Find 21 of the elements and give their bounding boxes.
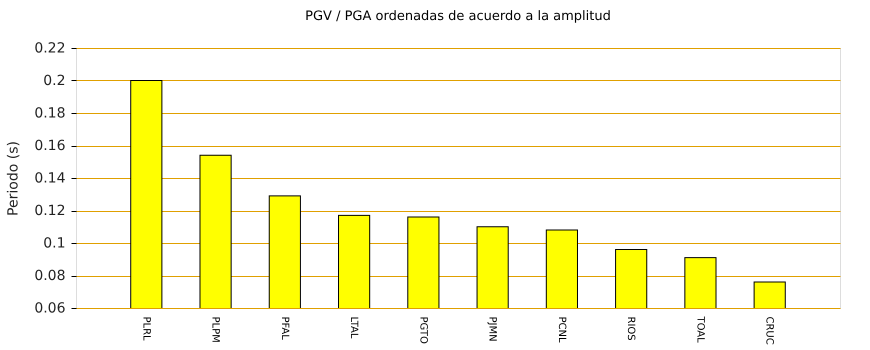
y-axis-title: Periodo (s) — [5, 141, 22, 216]
y-tick-label: 0.08 — [34, 268, 66, 284]
x-tick-label: LTAL — [348, 316, 360, 339]
y-tick-label: 0.16 — [34, 138, 66, 154]
x-tick-label: PLRL — [140, 316, 152, 342]
y-tick-label: 0.12 — [34, 203, 66, 219]
x-tick-label: TOAL — [694, 316, 706, 344]
x-tick-label: PLPM — [210, 316, 221, 343]
chart-title: PGV / PGA ordenadas de acuerdo a la amplitud — [305, 9, 611, 24]
x-tick-label: PCNL — [556, 316, 567, 343]
x-tick-label: CRUC — [764, 316, 775, 345]
x-tick-label: PFAL — [278, 316, 290, 340]
y-tick-label: 0.06 — [34, 300, 66, 316]
x-tick-label: PGTO — [417, 316, 428, 344]
y-tick-label: 0.18 — [34, 106, 66, 122]
y-tick-label: 0.14 — [34, 170, 66, 186]
y-tick-label: 0.2 — [43, 73, 66, 89]
x-tick-label: PJMN — [486, 316, 498, 342]
x-tick-label: RIOS — [625, 316, 636, 341]
y-tick-label: 0.22 — [34, 40, 66, 56]
y-tick-label: 0.1 — [43, 236, 66, 252]
